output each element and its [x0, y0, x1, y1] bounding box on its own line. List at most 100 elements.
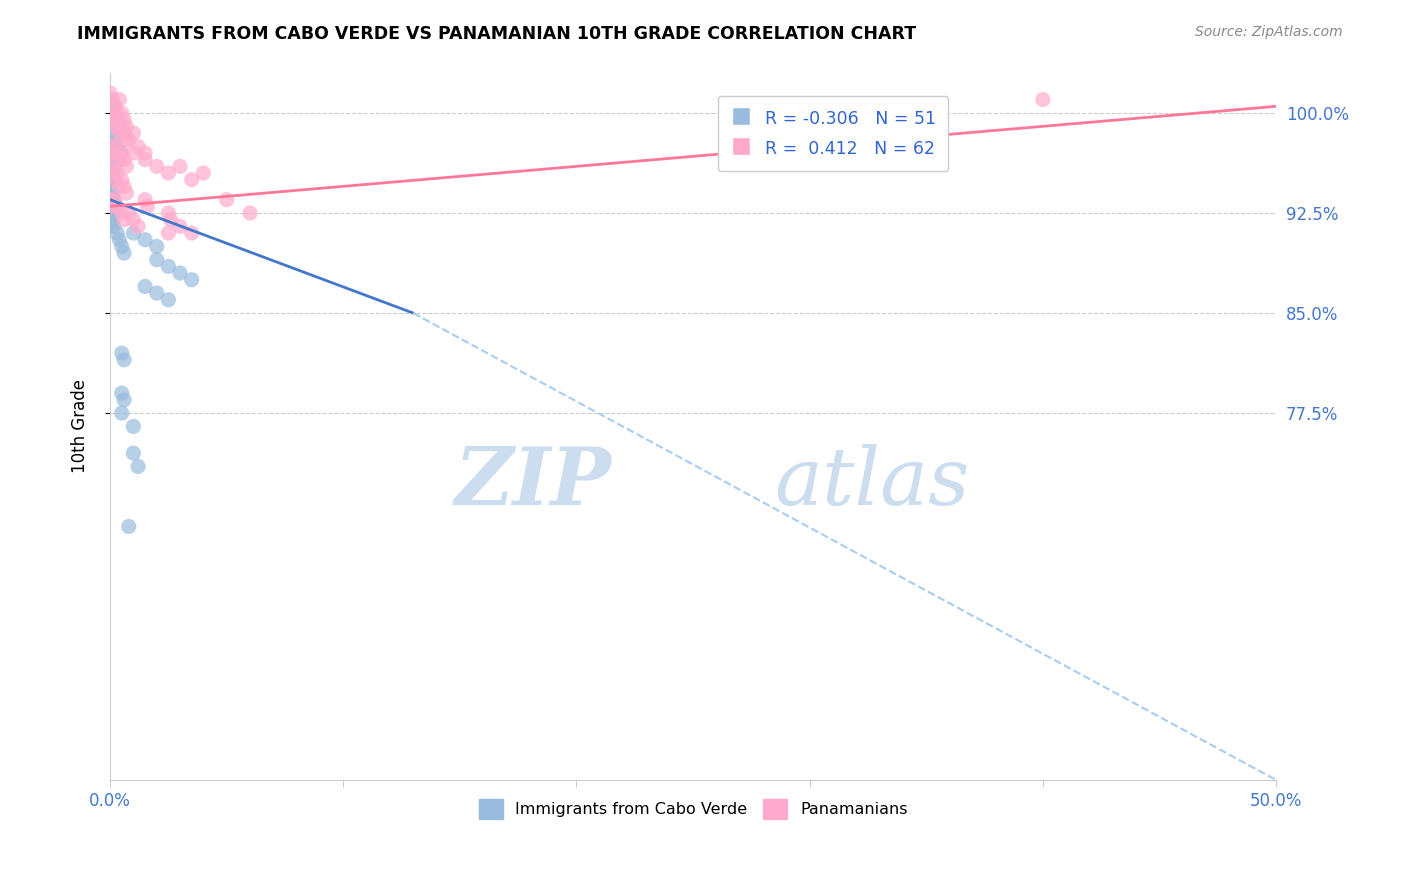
Point	[108, 179, 131, 194]
Point	[101, 93, 124, 107]
Point	[104, 99, 127, 113]
Legend: Immigrants from Cabo Verde, Panamanians: Immigrants from Cabo Verde, Panamanians	[472, 793, 914, 825]
Point	[98, 179, 121, 194]
Point	[108, 93, 131, 107]
Point	[134, 233, 156, 247]
Point	[169, 266, 191, 280]
Point	[136, 199, 159, 213]
Point	[111, 346, 134, 360]
Point	[100, 199, 122, 213]
Point	[115, 186, 138, 200]
Point	[118, 206, 141, 220]
Point	[112, 212, 135, 227]
Point	[103, 219, 125, 234]
Point	[122, 226, 145, 240]
Point	[111, 406, 134, 420]
Point	[103, 172, 125, 186]
Point	[105, 166, 128, 180]
Point	[157, 166, 180, 180]
Point	[103, 193, 125, 207]
Text: IMMIGRANTS FROM CABO VERDE VS PANAMANIAN 10TH GRADE CORRELATION CHART: IMMIGRANTS FROM CABO VERDE VS PANAMANIAN…	[77, 25, 917, 43]
Point	[104, 193, 127, 207]
Point	[127, 139, 149, 153]
Point	[118, 133, 141, 147]
Point	[239, 206, 262, 220]
Point	[115, 120, 138, 134]
Y-axis label: 10th Grade: 10th Grade	[72, 379, 89, 474]
Point	[98, 93, 121, 107]
Point	[134, 146, 156, 161]
Point	[112, 392, 135, 407]
Point	[101, 153, 124, 167]
Point	[98, 139, 121, 153]
Point	[105, 146, 128, 161]
Point	[104, 206, 127, 220]
Point	[157, 293, 180, 307]
Point	[98, 193, 121, 207]
Point	[104, 172, 127, 186]
Point	[98, 159, 121, 173]
Point	[215, 193, 238, 207]
Point	[145, 286, 167, 301]
Point	[108, 233, 131, 247]
Point	[169, 159, 191, 173]
Point	[111, 206, 134, 220]
Point	[101, 112, 124, 127]
Point	[98, 172, 121, 186]
Point	[127, 459, 149, 474]
Point	[157, 226, 180, 240]
Point	[134, 193, 156, 207]
Point	[105, 120, 128, 134]
Point	[105, 106, 128, 120]
Point	[105, 199, 128, 213]
Point	[108, 153, 131, 167]
Point	[98, 146, 121, 161]
Point	[100, 186, 122, 200]
Point	[101, 112, 124, 127]
Point	[111, 146, 134, 161]
Point	[122, 419, 145, 434]
Point	[112, 112, 135, 127]
Point	[122, 446, 145, 460]
Point	[104, 159, 127, 173]
Point	[98, 193, 121, 207]
Point	[98, 86, 121, 100]
Point	[122, 146, 145, 161]
Point	[159, 212, 181, 227]
Text: ZIP: ZIP	[454, 444, 612, 522]
Point	[111, 106, 134, 120]
Point	[112, 126, 135, 140]
Point	[104, 139, 127, 153]
Point	[122, 212, 145, 227]
Point	[104, 139, 127, 153]
Point	[145, 159, 167, 173]
Point	[105, 226, 128, 240]
Point	[98, 159, 121, 173]
Point	[100, 153, 122, 167]
Point	[98, 206, 121, 220]
Point	[193, 166, 215, 180]
Point	[111, 386, 134, 401]
Point	[101, 199, 124, 213]
Point	[104, 99, 127, 113]
Point	[180, 226, 202, 240]
Point	[98, 106, 121, 120]
Point	[118, 519, 141, 533]
Point	[134, 279, 156, 293]
Point	[115, 159, 138, 173]
Point	[105, 112, 128, 127]
Point	[101, 166, 124, 180]
Point	[112, 179, 135, 194]
Point	[101, 166, 124, 180]
Point	[101, 202, 124, 216]
Point	[98, 126, 121, 140]
Point	[111, 172, 134, 186]
Point	[122, 126, 145, 140]
Point	[127, 219, 149, 234]
Point	[1032, 93, 1054, 107]
Text: atlas: atlas	[775, 444, 970, 522]
Point	[145, 252, 167, 267]
Point	[112, 352, 135, 367]
Point	[180, 172, 202, 186]
Point	[180, 273, 202, 287]
